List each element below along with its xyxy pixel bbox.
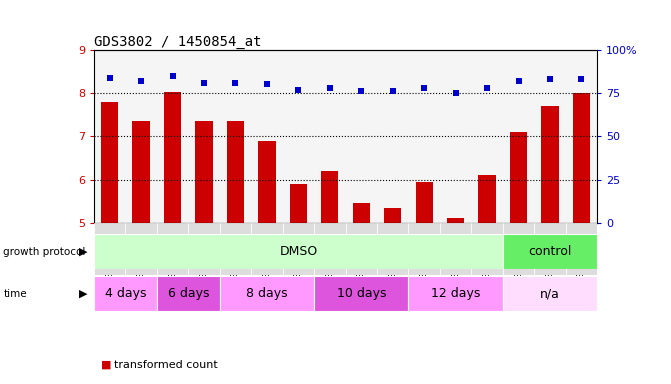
Bar <box>282 223 314 275</box>
Text: 12 days: 12 days <box>431 287 480 300</box>
Bar <box>258 141 276 223</box>
Point <box>387 88 398 94</box>
Bar <box>157 223 189 275</box>
Text: transformed count: transformed count <box>114 360 218 370</box>
Point <box>199 80 209 86</box>
Bar <box>573 93 590 223</box>
Point <box>167 73 178 79</box>
Point <box>104 74 115 81</box>
Text: control: control <box>528 245 572 258</box>
Text: GDS3802 / 1450854_at: GDS3802 / 1450854_at <box>94 35 262 49</box>
Point <box>482 85 493 91</box>
Bar <box>541 106 559 223</box>
Text: ▶: ▶ <box>79 247 87 257</box>
Bar <box>440 223 472 275</box>
Bar <box>314 223 346 275</box>
Bar <box>510 132 527 223</box>
Text: 6 days: 6 days <box>168 287 209 300</box>
Text: DMSO: DMSO <box>279 245 317 258</box>
Bar <box>189 223 220 275</box>
Bar <box>164 92 181 223</box>
Bar <box>220 223 251 275</box>
Text: n/a: n/a <box>540 287 560 300</box>
Point <box>450 90 461 96</box>
Bar <box>566 223 597 275</box>
Text: 8 days: 8 days <box>246 287 288 300</box>
Bar <box>94 223 125 275</box>
Text: 4 days: 4 days <box>105 287 146 300</box>
Bar <box>290 184 307 223</box>
Bar <box>503 234 597 269</box>
Bar <box>220 276 314 311</box>
Bar <box>534 223 566 275</box>
Text: ■: ■ <box>101 360 111 370</box>
Bar <box>415 182 433 223</box>
Text: ▶: ▶ <box>79 289 87 299</box>
Bar <box>409 276 503 311</box>
Bar <box>227 121 244 223</box>
Bar <box>195 121 213 223</box>
Point <box>356 88 366 94</box>
Point <box>513 78 524 84</box>
Bar <box>384 208 401 223</box>
Bar <box>353 203 370 223</box>
Text: growth protocol: growth protocol <box>3 247 86 257</box>
Point <box>325 85 336 91</box>
Bar <box>251 223 282 275</box>
Bar <box>321 171 338 223</box>
Point <box>230 80 241 86</box>
Text: 10 days: 10 days <box>337 287 386 300</box>
Text: time: time <box>3 289 27 299</box>
Bar <box>409 223 440 275</box>
Bar <box>346 223 377 275</box>
Bar <box>94 234 503 269</box>
Point <box>545 76 556 83</box>
Point <box>576 76 587 83</box>
Point <box>293 87 304 93</box>
Bar <box>157 276 220 311</box>
Bar <box>377 223 409 275</box>
Point <box>136 78 146 84</box>
Bar <box>447 218 464 223</box>
Point <box>262 81 272 88</box>
Bar <box>503 223 534 275</box>
Bar <box>478 175 496 223</box>
Bar <box>503 276 597 311</box>
Bar <box>132 121 150 223</box>
Bar <box>472 223 503 275</box>
Point <box>419 85 429 91</box>
Bar <box>314 276 409 311</box>
Bar <box>94 276 157 311</box>
Bar <box>101 102 118 223</box>
Bar <box>125 223 157 275</box>
